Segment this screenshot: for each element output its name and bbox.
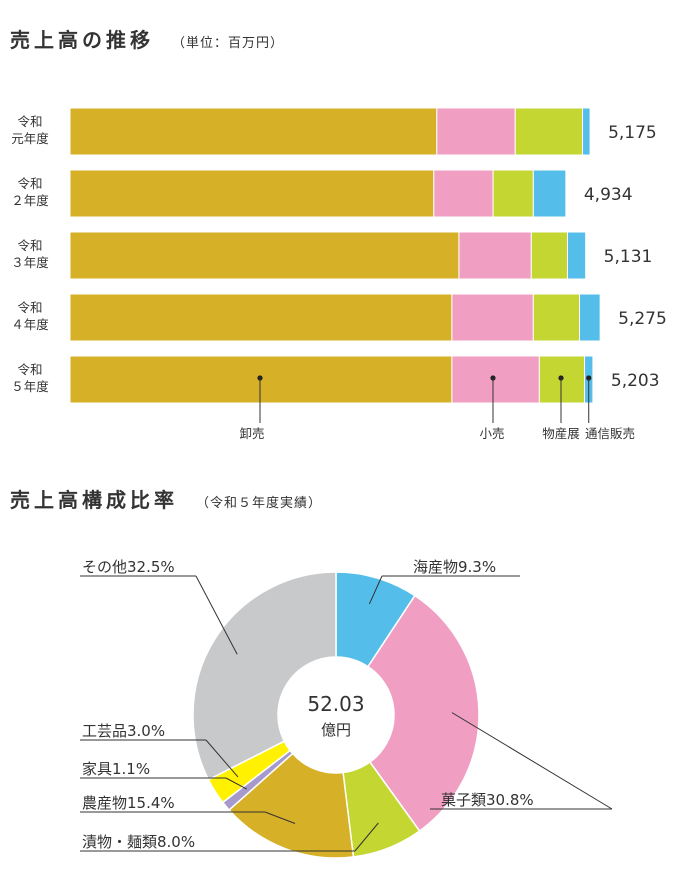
bar-segment [69, 169, 435, 218]
donut-slice [366, 594, 480, 833]
leader-line [195, 575, 238, 655]
donut-slice [342, 761, 421, 858]
slice-label: 漬物・麺類8.0% [82, 833, 195, 851]
donut-slice [221, 749, 294, 812]
year-label-line1: 令和 [17, 114, 42, 129]
donut-center-value: 52.03 [307, 692, 364, 716]
sales-composition-title: 売上高構成比率 （令和５年度実績） [10, 484, 322, 513]
bar-segment [433, 169, 494, 218]
slice-label: 工芸品3.0% [82, 722, 165, 740]
bar-segment [436, 107, 516, 156]
donut-center-unit: 億円 [321, 721, 351, 739]
sales-trend-title: 売上高の推移 （単位：百万円） [10, 24, 284, 53]
bar-segment [566, 231, 587, 280]
bar-total-label: 4,934 [584, 185, 633, 205]
bar-total-label: 5,203 [611, 371, 660, 391]
year-label-line1: 令和 [17, 238, 42, 253]
sales-trend-unit: （単位：百万円） [172, 36, 285, 51]
bar-segment [69, 231, 460, 280]
bar-total-label: 5,275 [618, 309, 667, 329]
bar-segment [451, 293, 534, 342]
bar-segment [69, 293, 453, 342]
bar-segment [451, 355, 540, 404]
year-label-line2: ２年度 [11, 193, 49, 208]
donut-slice [228, 752, 355, 859]
slice-label: 農産物15.4% [82, 794, 175, 812]
bar-segment [530, 231, 568, 280]
leader-line [205, 739, 239, 778]
slice-label: 海産物9.3% [413, 558, 496, 576]
bar-segment [532, 169, 567, 218]
year-label-line1: 令和 [17, 362, 42, 377]
year-label-line2: 元年度 [11, 131, 49, 146]
bar-segment [69, 107, 438, 156]
legend-label: 通信販売 [585, 426, 635, 441]
bar-segment [579, 293, 601, 342]
leader-line [451, 712, 613, 810]
legend-label: 物産展 [542, 426, 580, 441]
leader-line [354, 822, 379, 852]
bar-segment [532, 293, 581, 342]
bar-segment [582, 107, 591, 156]
bar-total-label: 5,131 [604, 247, 653, 267]
leader-line [368, 575, 383, 605]
legend-label: 小売 [479, 426, 504, 441]
sales-composition-note: （令和５年度実績） [196, 496, 323, 511]
sales-composition-title-text: 売上高構成比率 [10, 488, 178, 512]
bar-total-label: 5,175 [608, 123, 657, 143]
bar-segment [514, 107, 584, 156]
bar-segment [492, 169, 534, 218]
sales-trend-title-text: 売上高の推移 [10, 28, 154, 52]
donut-slice [192, 571, 337, 781]
slice-label: その他32.5% [82, 558, 175, 576]
legend-label: 卸売 [239, 426, 264, 441]
year-label-line1: 令和 [17, 176, 42, 191]
donut-slice [335, 571, 416, 668]
slice-label: 家具1.1% [82, 760, 150, 778]
donut-slice [207, 740, 292, 804]
leader-line [264, 811, 296, 824]
leader-line [225, 777, 247, 790]
year-label-line2: ５年度 [11, 379, 49, 394]
slice-label: 菓子類30.8% [441, 791, 534, 809]
year-label-line2: ４年度 [11, 317, 49, 332]
bar-segment [458, 231, 532, 280]
year-label-line2: ３年度 [11, 255, 49, 270]
year-label-line1: 令和 [17, 300, 42, 315]
